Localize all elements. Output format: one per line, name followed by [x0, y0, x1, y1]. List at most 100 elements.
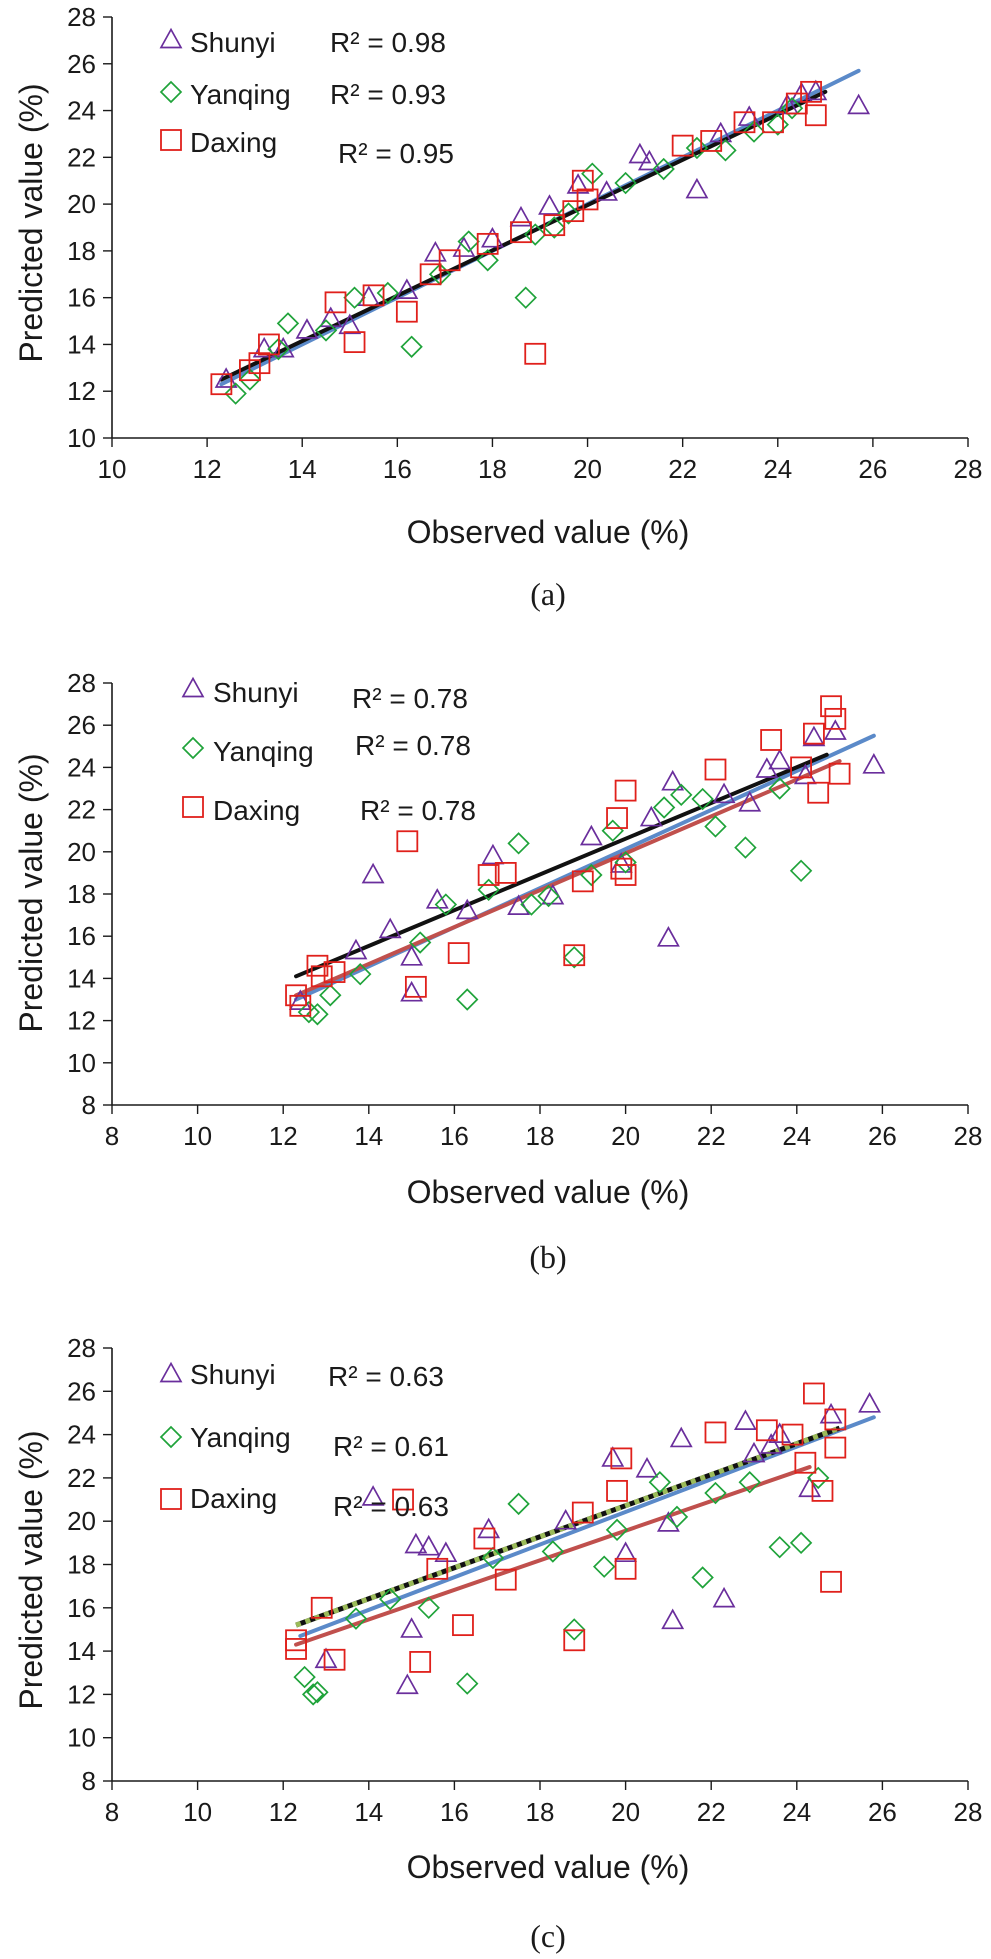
point-yanqing [789, 1531, 813, 1555]
point-shunyi [661, 769, 685, 791]
y-tick-label: 20 [67, 1506, 96, 1536]
x-tick-label: 10 [183, 1797, 212, 1827]
point-daxing [820, 695, 842, 718]
point-shunyi [455, 898, 479, 920]
point-daxing [494, 1568, 517, 1591]
point-shunyi [847, 93, 871, 115]
x-tick-label: 26 [868, 1121, 897, 1151]
point-yanqing [704, 815, 727, 838]
legend-marker-shape [159, 1361, 183, 1383]
point-yanqing [477, 878, 500, 901]
point-daxing [794, 1451, 817, 1474]
point-shunyi [823, 719, 847, 740]
y-tick-label: 28 [67, 1333, 96, 1363]
point-yanqing [314, 319, 338, 342]
y-tick-label: 28 [67, 2, 96, 32]
point-yanqing [408, 931, 432, 954]
point-yanqing [685, 136, 709, 160]
point-daxing [824, 1408, 847, 1431]
r2-label-yanqing: R² = 0.61 [333, 1431, 449, 1462]
x-tick-label: 24 [782, 1121, 811, 1151]
legend-marker-shape [181, 676, 205, 698]
point-shunyi [361, 1485, 385, 1506]
y-tick-label: 26 [67, 1376, 96, 1406]
point-yanqing [742, 120, 766, 143]
y-axis-title: Predicted value (%) [13, 83, 49, 362]
point-yanqing [738, 1471, 761, 1494]
fit-line-red [294, 1465, 812, 1647]
panel-label: (a) [530, 576, 566, 612]
point-shunyi [378, 917, 402, 939]
fit-line-red [294, 759, 842, 998]
point-shunyi [481, 843, 505, 865]
x-axis-title: Observed value (%) [407, 1174, 690, 1210]
point-yanqing [344, 1607, 368, 1630]
x-tick-label: 26 [868, 1797, 897, 1827]
point-daxing [824, 1436, 847, 1459]
point-daxing [576, 188, 599, 211]
point-yanqing [306, 1681, 329, 1704]
y-tick-label: 12 [67, 1679, 96, 1709]
point-daxing [543, 214, 566, 237]
point-shunyi [395, 278, 419, 299]
point-daxing [807, 781, 830, 804]
point-yanqing [238, 368, 262, 391]
point-yanqing [514, 286, 537, 309]
legend-label-yanqing: Yanqing [213, 736, 314, 767]
point-daxing [610, 1447, 633, 1470]
x-tick-label: 16 [383, 454, 412, 484]
point-yanqing [789, 859, 813, 882]
point-yanqing [507, 832, 530, 855]
x-tick-label: 16 [440, 1121, 469, 1151]
point-shunyi [595, 180, 619, 201]
panel-c: 8 10 12 14 16 18 20 22 24 26 28 8 10 12 14 16 18 20 22 24 26… [13, 1333, 982, 1954]
point-shunyi [733, 1409, 757, 1430]
point-daxing [477, 864, 500, 886]
legend-label-daxing: Daxing [213, 795, 300, 826]
point-yanqing [557, 202, 580, 225]
point-shunyi [538, 194, 561, 215]
point-shunyi [759, 1433, 783, 1454]
point-daxing [285, 1638, 307, 1660]
panel-a: 10 12 14 16 18 20 22 24 26 28 10 12 14 16 18 20 22 24 26 28… [13, 2, 982, 612]
r2-label-yanqing: R² = 0.93 [330, 79, 446, 110]
point-daxing [606, 807, 628, 829]
y-tick-label: 10 [67, 423, 96, 453]
point-shunyi [858, 1392, 882, 1413]
point-daxing [733, 111, 756, 134]
point-yanqing [293, 1665, 316, 1689]
point-shunyi [601, 1446, 625, 1467]
point-daxing [704, 1421, 727, 1444]
x-tick-label: 20 [611, 1797, 640, 1827]
point-yanqing [592, 1555, 616, 1578]
point-yanqing [524, 223, 547, 246]
point-daxing [704, 758, 727, 781]
point-daxing [614, 864, 637, 886]
point-daxing [404, 975, 427, 998]
r2-label-yanqing: R² = 0.78 [355, 730, 471, 761]
point-daxing [323, 1648, 346, 1671]
point-yanqing [648, 1471, 672, 1494]
point-shunyi [344, 938, 368, 960]
x-axis-title: Observed value (%) [407, 514, 690, 550]
legend-label-daxing: Daxing [190, 127, 277, 158]
point-yanqing [376, 281, 400, 305]
point-shunyi [314, 1647, 338, 1669]
point-shunyi [637, 149, 661, 171]
y-tick-label: 8 [82, 1766, 96, 1796]
y-tick-label: 24 [67, 752, 96, 782]
point-daxing [438, 249, 461, 272]
point-shunyi [509, 205, 533, 227]
x-tick-label: 24 [782, 1797, 811, 1827]
x-tick-label: 12 [269, 1797, 298, 1827]
y-tick-label: 22 [67, 1463, 96, 1493]
y-axis-title: Predicted value (%) [13, 1430, 49, 1709]
point-daxing [563, 944, 586, 967]
y-axis-title: Predicted value (%) [13, 753, 49, 1032]
point-yanqing [378, 1587, 402, 1611]
legend-marker-shape [160, 1488, 182, 1510]
point-shunyi [742, 1441, 766, 1463]
point-daxing [828, 762, 851, 785]
r2-label-daxing: R² = 0.78 [360, 795, 476, 826]
point-shunyi [656, 1511, 680, 1532]
